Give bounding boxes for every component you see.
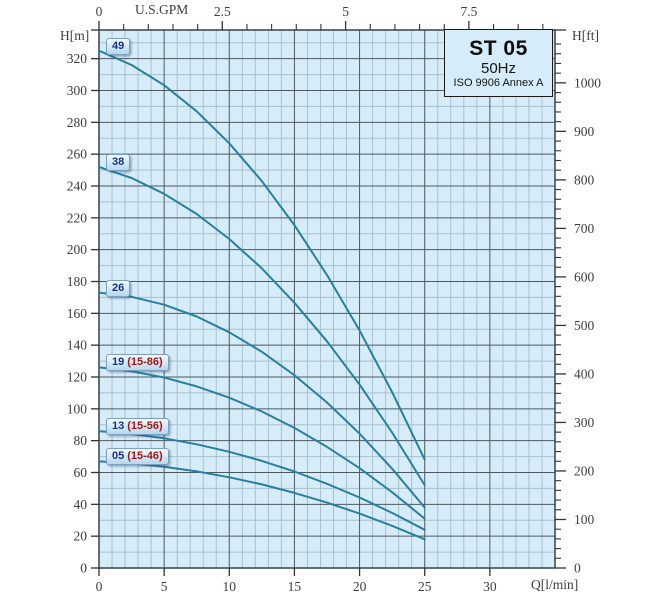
bottom-axis-tick-label: 10 <box>223 579 237 594</box>
bottom-axis-tick-label: 30 <box>483 579 497 594</box>
right-axis-tick-label: 700 <box>574 221 595 236</box>
left-axis-tick-label: 240 <box>67 178 88 193</box>
right-axis-tick-label: 600 <box>574 269 595 284</box>
bottom-axis-tick-label: 0 <box>96 579 103 594</box>
top-axis-tick-label: 7.5 <box>460 4 477 19</box>
left-axis-tick-label: 80 <box>74 433 88 448</box>
bottom-axis-tick-label: 25 <box>418 579 432 594</box>
right-axis-tick-label: 100 <box>574 512 595 527</box>
pump-frequency: 50Hz <box>480 59 517 77</box>
left-axis-tick-label: 20 <box>74 529 88 544</box>
right-axis-tick-label: 900 <box>574 124 595 139</box>
plot-background <box>99 30 555 568</box>
left-axis-tick-label: 60 <box>74 465 88 480</box>
top-axis-title: U.S.GPM <box>135 2 189 17</box>
left-axis-tick-label: 120 <box>67 369 88 384</box>
left-axis-tick-label: 260 <box>67 147 88 162</box>
left-axis-tick-label: 280 <box>67 115 88 130</box>
left-axis-tick-label: 100 <box>67 401 88 416</box>
right-axis-tick-label: 0 <box>574 561 581 576</box>
top-axis-tick-label: 0 <box>96 4 103 19</box>
right-axis-tick-label: 200 <box>574 463 595 478</box>
title-box: ST 05 50Hz ISO 9906 Annex A <box>444 29 553 97</box>
left-axis-tick-label: 40 <box>74 497 88 512</box>
left-axis-tick-label: 320 <box>67 51 88 66</box>
left-axis-tick-label: 200 <box>67 242 88 257</box>
pump-model: ST 05 <box>469 36 528 60</box>
left-axis-title: H[m] <box>60 28 90 43</box>
right-axis-tick-label: 400 <box>574 366 595 381</box>
curve-13 <box>98 430 426 531</box>
bottom-axis-tick-label: 15 <box>288 579 302 594</box>
right-axis-tick-label: 500 <box>574 318 595 333</box>
left-axis-tick-label: 140 <box>67 338 88 353</box>
bottom-axis-tick-label: 5 <box>161 579 168 594</box>
top-axis-tick-label: 5 <box>342 4 349 19</box>
left-axis-tick-label: 180 <box>67 274 88 289</box>
curve-05 <box>98 460 426 541</box>
top-axis-tick-label: 2.5 <box>214 4 231 19</box>
curve-26 <box>98 291 426 509</box>
right-axis-tick-label: 300 <box>574 415 595 430</box>
left-axis-tick-label: 160 <box>67 306 88 321</box>
curve-19 <box>98 366 426 520</box>
test-standard: ISO 9906 Annex A <box>453 76 544 89</box>
right-axis-tick-label: 800 <box>574 172 595 187</box>
right-axis-title: H[ft] <box>572 28 599 43</box>
curve-49 <box>98 49 426 461</box>
bottom-axis-title: Q[l/min] <box>531 577 579 592</box>
bottom-axis-tick-label: 20 <box>353 579 367 594</box>
curve-38 <box>98 165 426 487</box>
left-axis-tick-label: 0 <box>80 561 87 576</box>
left-axis-tick-label: 220 <box>67 210 88 225</box>
right-axis-tick-label: 1000 <box>574 75 601 90</box>
plot-border <box>98 29 556 569</box>
left-axis-tick-label: 300 <box>67 83 88 98</box>
